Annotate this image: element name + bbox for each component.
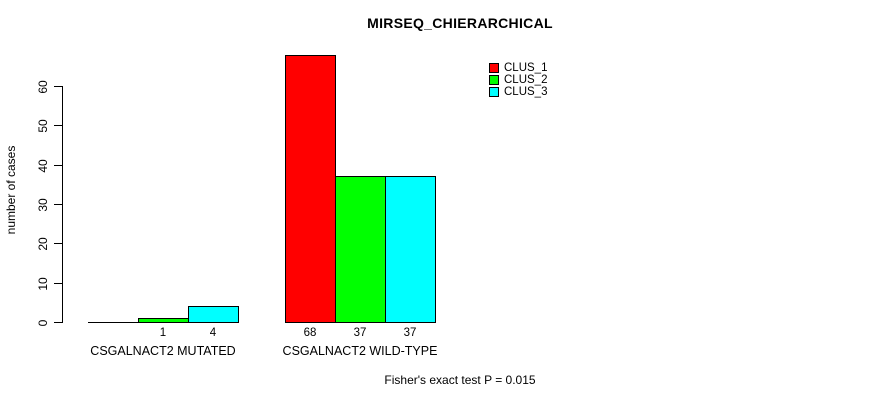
bar-value-label: 4 [209, 327, 217, 339]
legend-label: CLUS_1 [504, 62, 548, 74]
bar [335, 176, 386, 323]
bar [385, 176, 436, 323]
y-tick-label: 60 [36, 79, 50, 94]
bar-value-label: 37 [403, 327, 417, 339]
y-tick [54, 243, 62, 244]
category-label: CSGALNACT2 MUTATED [90, 344, 236, 358]
legend-label: CLUS_2 [504, 74, 548, 86]
y-tick [54, 165, 62, 166]
legend-label: CLUS_3 [504, 86, 548, 98]
y-tick-label: 40 [36, 158, 50, 173]
chart-title: MIRSEQ_CHIERARCHICAL [367, 15, 553, 31]
bar-value-label: 68 [303, 327, 317, 339]
y-tick [54, 125, 62, 126]
annotation-text: Fisher's exact test P = 0.015 [384, 373, 536, 387]
category-label: CSGALNACT2 WILD-TYPE [282, 344, 438, 358]
legend-item: CLUS_1 [489, 62, 547, 74]
bar [88, 322, 139, 323]
y-axis-label: number of cases [4, 145, 18, 235]
y-axis-line [62, 86, 63, 323]
legend-swatch [489, 75, 499, 85]
bar-value-label: 1 [159, 327, 167, 339]
y-tick [54, 322, 62, 323]
y-tick-label: 20 [36, 236, 50, 251]
y-tick-label: 10 [36, 276, 50, 291]
y-tick [54, 86, 62, 87]
bar [138, 318, 189, 323]
legend: CLUS_1 CLUS_2 CLUS_3 [489, 62, 547, 98]
legend-item: CLUS_2 [489, 74, 547, 86]
legend-swatch [489, 87, 499, 97]
bar [188, 306, 239, 323]
y-tick [54, 283, 62, 284]
y-tick-label: 30 [36, 197, 50, 212]
y-tick-label: 50 [36, 118, 50, 133]
legend-item: CLUS_3 [489, 86, 547, 98]
legend-swatch [489, 63, 499, 73]
y-tick-label: 0 [36, 319, 50, 326]
bar [285, 55, 336, 323]
bar-value-label: 37 [353, 327, 367, 339]
y-tick [54, 204, 62, 205]
